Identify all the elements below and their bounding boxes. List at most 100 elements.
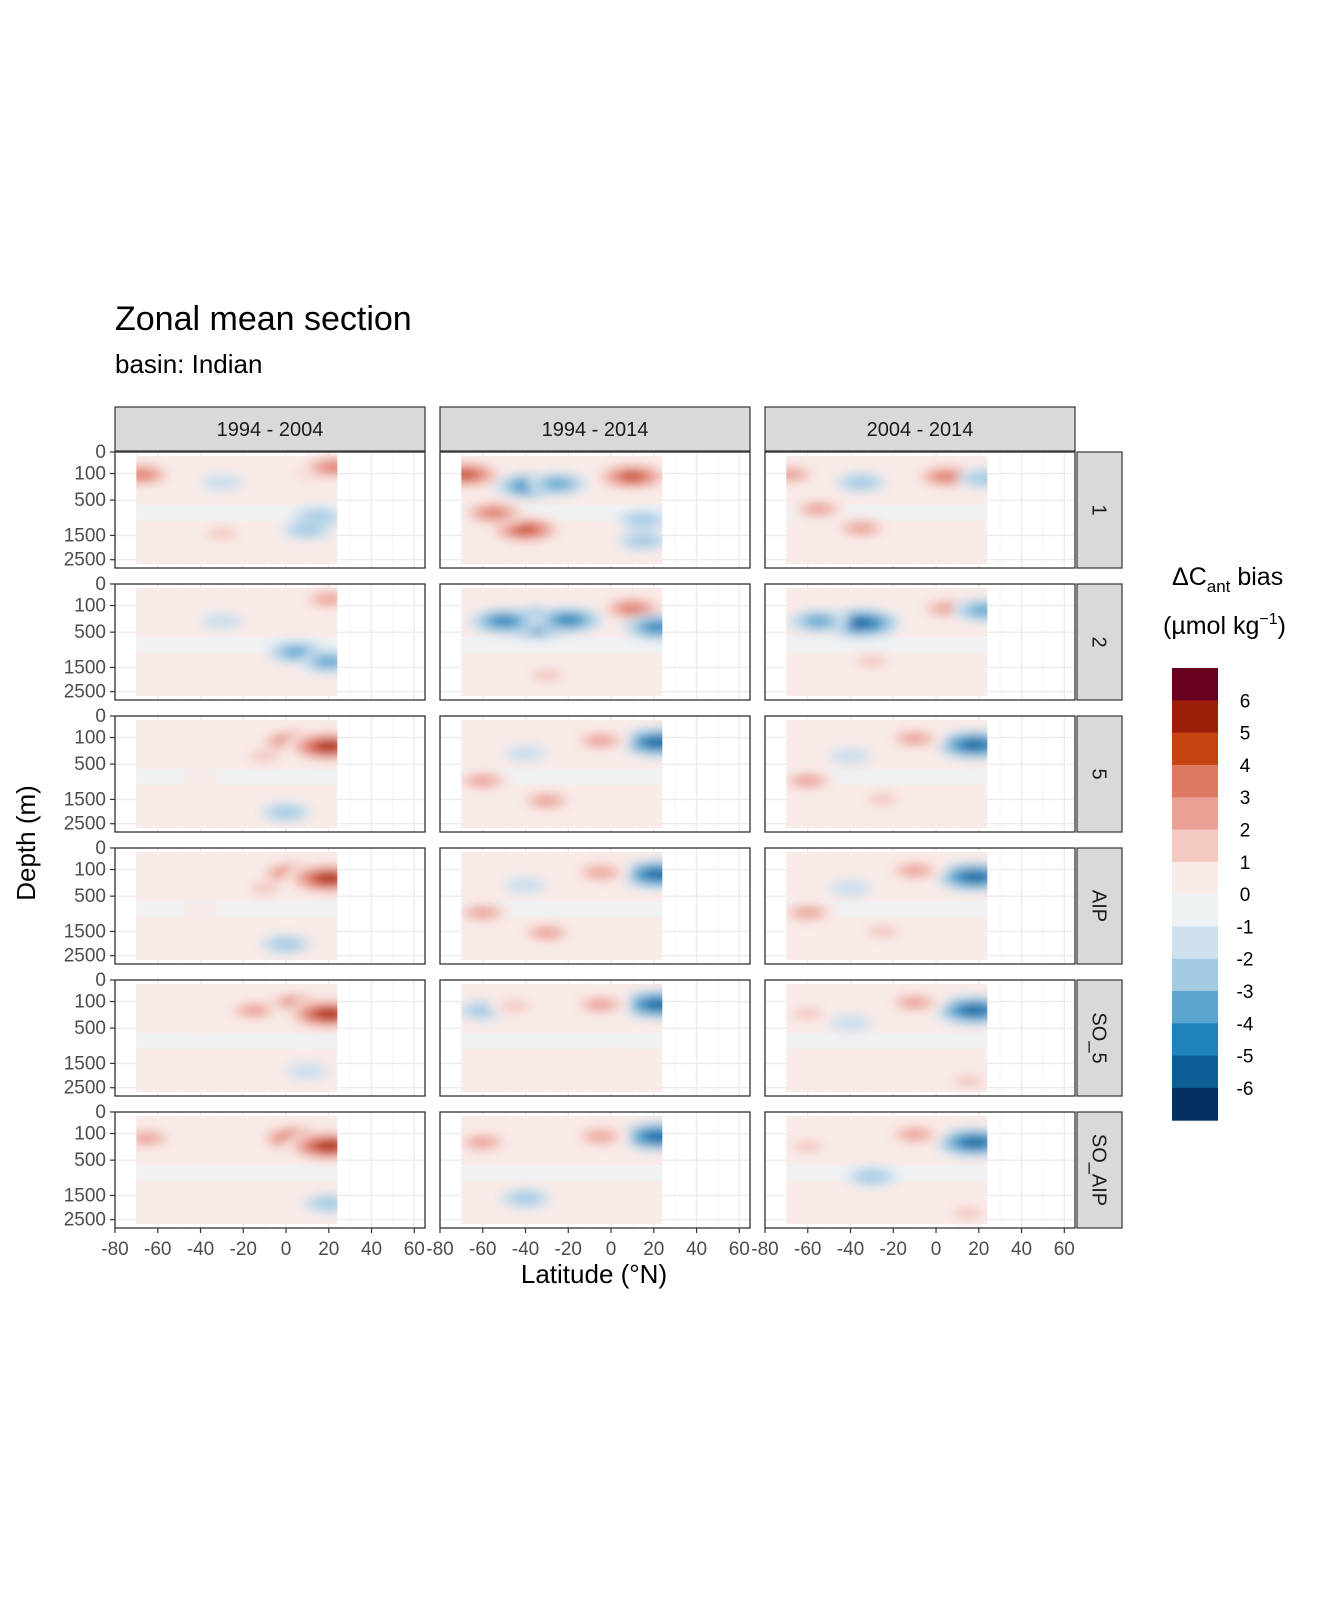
- contour-level: [318, 742, 338, 751]
- legend-title-subscript: ant: [1207, 577, 1231, 596]
- contour-level: [481, 508, 506, 518]
- y-tick-label: 0: [95, 574, 106, 595]
- legend-swatch: [1172, 861, 1218, 895]
- x-tick-label: -40: [512, 1239, 539, 1260]
- legend-swatch: [1172, 829, 1218, 863]
- legend-label: 3: [1240, 788, 1251, 809]
- contour-level: [469, 775, 497, 786]
- color-legend: ΔCant bias (µmol kg−1) 6 5 4 3 2 1 0 -1 -2 -3 -4 -5…: [1163, 563, 1286, 1121]
- legend-label: 1: [1240, 853, 1251, 874]
- contour-field: [461, 984, 663, 1092]
- contour-level: [318, 874, 338, 883]
- contour-features: [461, 859, 663, 945]
- contour-level: [627, 513, 659, 527]
- contour-level: [587, 735, 614, 746]
- contour-level: [313, 1197, 338, 1210]
- contour-level: [786, 469, 804, 480]
- x-tick-label: -20: [880, 1239, 907, 1260]
- contour-features: [786, 1122, 988, 1224]
- contour-field: [136, 453, 338, 564]
- y-tick-label: 2500: [64, 550, 106, 571]
- contour-level: [249, 750, 281, 763]
- contour-level: [158, 534, 201, 552]
- row-strip-label: 2: [1088, 636, 1110, 647]
- facet-panel: [439, 583, 751, 701]
- contour-band: [136, 1032, 338, 1049]
- contour-level: [318, 1010, 338, 1018]
- panel-border: [764, 583, 1076, 701]
- contour-level: [792, 1139, 824, 1153]
- contour-level: [315, 594, 338, 605]
- legend-unit-superscript: −1: [1259, 611, 1277, 628]
- contour-level: [646, 870, 663, 879]
- contour-level: [179, 1146, 222, 1164]
- contour-level: [969, 605, 988, 616]
- legend-swatch: [1172, 1055, 1218, 1089]
- x-tick-label: 0: [931, 1239, 942, 1260]
- contour-level: [249, 882, 281, 895]
- contour-features: [787, 596, 988, 672]
- y-tick-label: 500: [74, 1150, 106, 1171]
- facet-panel: [764, 1111, 1076, 1229]
- row-strip-label: 1: [1088, 504, 1110, 515]
- contour-features: [786, 726, 988, 810]
- x-tick-label: 40: [361, 1239, 382, 1260]
- contour-level: [136, 470, 153, 480]
- contour-band: [136, 504, 338, 521]
- contour-level: [856, 655, 888, 668]
- contour-features: [461, 459, 663, 552]
- y-tick-label: 1500: [64, 789, 106, 810]
- contour-level: [963, 1138, 986, 1147]
- contour-level: [206, 527, 238, 541]
- row-strip-label: SO_AIP: [1088, 1134, 1110, 1206]
- panel-border: [114, 1111, 426, 1229]
- contour-level: [829, 1014, 872, 1032]
- contour-level: [315, 656, 338, 667]
- contour-field: [786, 588, 988, 696]
- x-tick-label: -80: [751, 1239, 778, 1260]
- y-tick-label: 500: [74, 886, 106, 907]
- facet-panel: [114, 979, 426, 1097]
- legend-swatch: [1172, 1087, 1218, 1121]
- contour-level: [901, 733, 928, 744]
- legend-label: 6: [1240, 691, 1251, 712]
- contour-field: [461, 720, 663, 828]
- legend-label: 0: [1240, 885, 1251, 906]
- legend-colorbar: 6 5 4 3 2 1 0 -1 -2 -3 -4 -5 -6: [1172, 668, 1254, 1121]
- x-tick-label: -20: [555, 1239, 582, 1260]
- contour-level: [829, 747, 872, 765]
- contour-level: [805, 616, 832, 627]
- panel-border: [764, 847, 1076, 965]
- facet-panel: [764, 847, 1076, 965]
- contour-level: [179, 900, 222, 918]
- legend-unit: (µmol kg−1): [1163, 611, 1286, 640]
- facet-panel: [439, 1111, 751, 1229]
- column-strip-label: 1994 - 2004: [217, 419, 324, 441]
- legend-label: 4: [1240, 756, 1251, 777]
- facet-panel: [439, 979, 751, 1097]
- legend-label: -1: [1237, 917, 1254, 938]
- contour-level: [514, 525, 537, 534]
- legend-label: -4: [1237, 1014, 1254, 1035]
- facet-panel: [114, 1111, 426, 1229]
- facet-panel: [114, 847, 426, 965]
- x-tick-label: -40: [187, 1239, 214, 1260]
- chart-subtitle: basin: Indian: [115, 349, 262, 379]
- contour-level: [952, 1074, 984, 1088]
- contour-level: [963, 872, 986, 881]
- contour-level: [866, 925, 899, 938]
- legend-label: -3: [1237, 982, 1254, 1003]
- x-tick-label: 20: [318, 1239, 339, 1260]
- contour-level: [200, 612, 243, 630]
- column-strip: [439, 406, 751, 452]
- legend-unit-open: (µmol kg: [1163, 612, 1259, 640]
- row-strip: [1076, 451, 1123, 569]
- contour-level: [646, 622, 663, 632]
- x-tick-label: 20: [968, 1239, 989, 1260]
- contour-features: [461, 989, 663, 1067]
- panel-border: [114, 715, 426, 833]
- y-tick-label: 500: [74, 490, 106, 511]
- legend-title: ΔCant bias: [1172, 563, 1283, 596]
- panel-border: [114, 979, 426, 1097]
